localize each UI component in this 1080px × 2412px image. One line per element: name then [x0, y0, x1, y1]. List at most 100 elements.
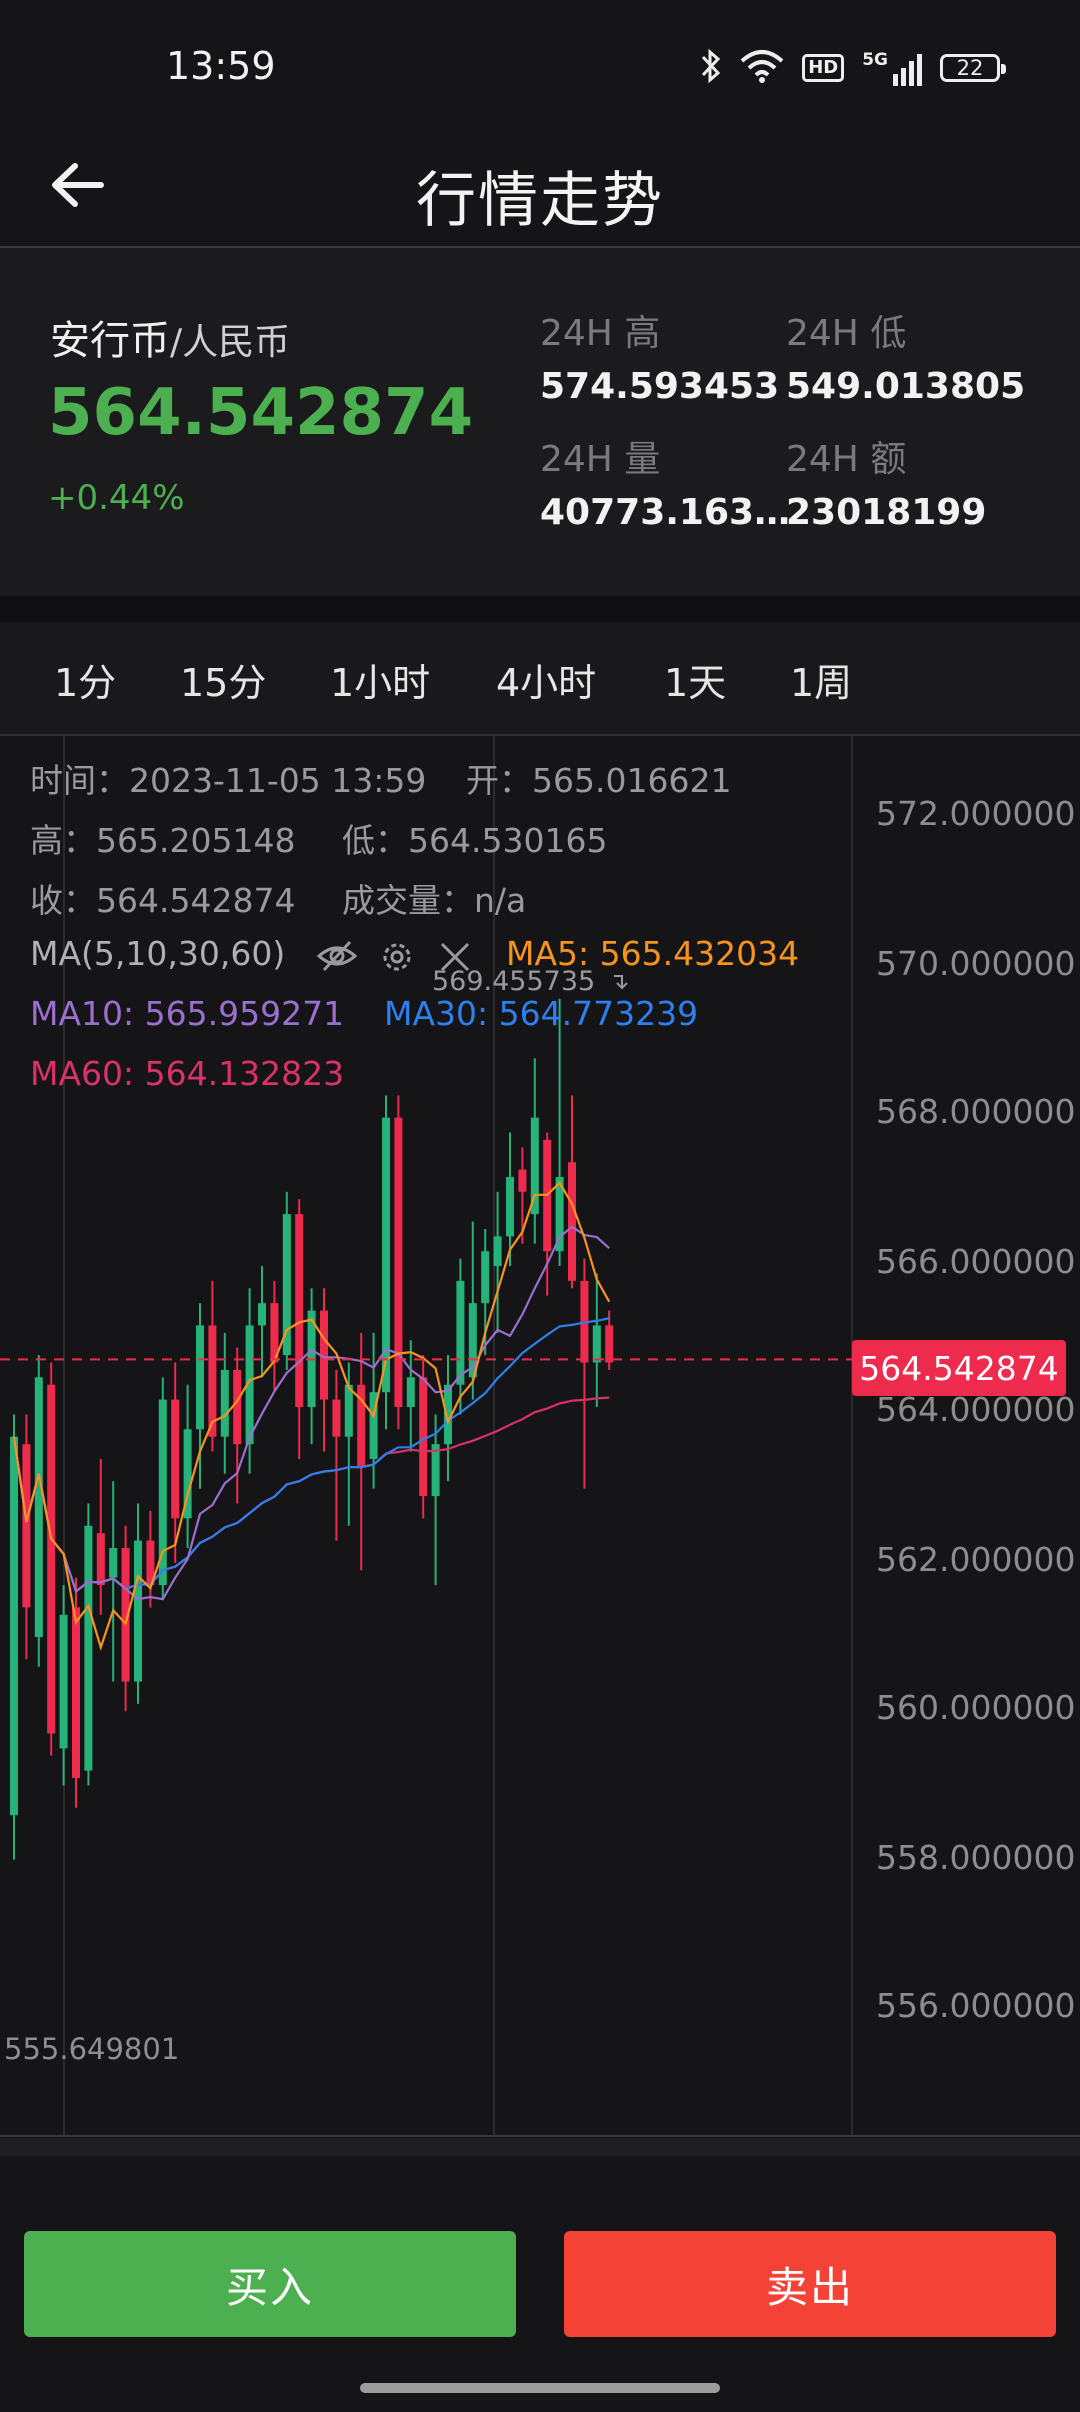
bottom-action-bar: 买入 卖出 [0, 2156, 1080, 2412]
section-divider [0, 596, 1080, 622]
ma-title: MA(5,10,30,60) [30, 934, 286, 973]
tab-1week[interactable]: 1周 [790, 661, 853, 705]
candle-body [109, 1548, 118, 1578]
eye-off-icon[interactable] [316, 938, 358, 978]
arrow-left-icon [52, 163, 104, 207]
header: 行情走势 [0, 130, 1080, 248]
status-time: 13:59 [166, 44, 276, 88]
candle-body [84, 1525, 93, 1771]
stat-value-low: 549.013805 [786, 366, 1026, 407]
y-tick: 562.000000 [876, 1540, 1076, 1579]
stat-label-high: 24H 高 [540, 313, 661, 354]
candle-body [518, 1169, 527, 1192]
network-type: 5G [862, 50, 888, 70]
candle-body [171, 1399, 180, 1519]
candle-body [72, 1607, 80, 1779]
current-price-tag: 564.542874 [852, 1340, 1066, 1396]
price-change: +0.44% [48, 478, 185, 518]
candle-body [493, 1236, 502, 1267]
settings-gear-icon[interactable] [378, 938, 416, 980]
sell-button[interactable]: 卖出 [564, 2231, 1056, 2337]
chart-footer-band [0, 2138, 1080, 2156]
y-tick: 566.000000 [876, 1242, 1076, 1281]
hd-badge: HD [802, 54, 845, 82]
y-tick: 564.000000 [876, 1390, 1076, 1429]
kline-chart[interactable] [0, 736, 1080, 2156]
candle-body [592, 1325, 601, 1363]
candle-body [47, 1384, 56, 1734]
close-icon[interactable] [438, 940, 472, 978]
candle-body [506, 1177, 514, 1237]
market-summary: 安行币/人民币 564.542874 +0.44% 24H 高 574.5934… [0, 248, 1080, 596]
stat-label-low: 24H 低 [786, 313, 907, 354]
tab-15min[interactable]: 15分 [180, 661, 267, 705]
info-close: 收：564.542874 [30, 881, 296, 920]
buy-button-label: 买入 [225, 2262, 314, 2312]
buy-button[interactable]: 买入 [24, 2231, 516, 2337]
candle-body [121, 1548, 130, 1682]
ma10-line [12, 1225, 610, 1601]
candle-body [146, 1540, 155, 1586]
battery-icon: 22 [940, 54, 1006, 82]
candle-body [605, 1325, 614, 1363]
ma5-value: MA5: 565.432034 [506, 934, 800, 973]
candle-body [96, 1533, 105, 1586]
candle-body [10, 1436, 18, 1816]
candle-body [419, 1377, 428, 1497]
info-time: 时间：2023-11-05 13:59 [30, 761, 427, 800]
candle-body [208, 1325, 217, 1437]
kline-chart-svg [0, 736, 1080, 2156]
stat-value-amount: 23018199 [786, 492, 987, 533]
candle-body [320, 1310, 328, 1400]
candle-body [22, 1444, 31, 1608]
candle-body [332, 1399, 341, 1437]
base-currency: 安行币 [50, 318, 170, 364]
ma5-line [12, 1181, 611, 1652]
ma60-value: MA60: 564.132823 [30, 1054, 345, 1093]
candle-body [134, 1540, 142, 1682]
candle-body [431, 1444, 440, 1497]
candle-body [59, 1614, 68, 1749]
candle-body [233, 1369, 242, 1445]
candle-body [258, 1303, 266, 1326]
tab-1day[interactable]: 1天 [664, 661, 727, 705]
candle-body [158, 1399, 167, 1586]
wifi-icon [740, 49, 784, 87]
candle-body [295, 1214, 304, 1408]
y-tick: 556.000000 [876, 1986, 1076, 2025]
home-indicator[interactable] [360, 2383, 720, 2393]
stat-label-amount: 24H 额 [786, 439, 907, 480]
candle-body [270, 1303, 279, 1363]
bluetooth-icon [700, 48, 722, 88]
last-price: 564.542874 [48, 376, 474, 450]
chart-min-label: 555.649801 [4, 2032, 180, 2066]
info-volume: 成交量：n/a [342, 881, 527, 920]
candle-body [568, 1162, 576, 1281]
candle-body [530, 1117, 539, 1215]
candle-body [369, 1392, 378, 1459]
info-open: 开：565.016621 [466, 761, 732, 800]
candle-body [406, 1377, 415, 1408]
page-title: 行情走势 [416, 166, 664, 236]
candle-body [382, 1117, 390, 1393]
candle-body [555, 1177, 564, 1252]
status-icons: HD 5G 22 [700, 48, 1006, 88]
candle-body [220, 1369, 229, 1437]
chart-max-label: 569.455735 [432, 966, 596, 997]
tab-1min[interactable]: 1分 [54, 661, 117, 705]
candle-body [34, 1377, 43, 1638]
stat-value-high: 574.593453 [540, 366, 780, 407]
tab-4hour[interactable]: 4小时 [496, 661, 597, 705]
candle-body [282, 1214, 291, 1356]
info-high: 高：565.205148 [30, 821, 296, 860]
max-marker-arrow [614, 975, 628, 990]
back-button[interactable] [42, 150, 112, 220]
y-tick: 558.000000 [876, 1838, 1076, 1877]
tab-1hour[interactable]: 1小时 [330, 661, 431, 705]
ma10-value: MA10: 565.959271 [30, 994, 345, 1033]
ma30-value: MA30: 564.773239 [384, 994, 699, 1033]
stat-value-volume: 40773.163… [540, 492, 791, 533]
y-tick: 570.000000 [876, 944, 1076, 983]
candle-body [196, 1325, 204, 1430]
y-tick: 568.000000 [876, 1092, 1076, 1131]
